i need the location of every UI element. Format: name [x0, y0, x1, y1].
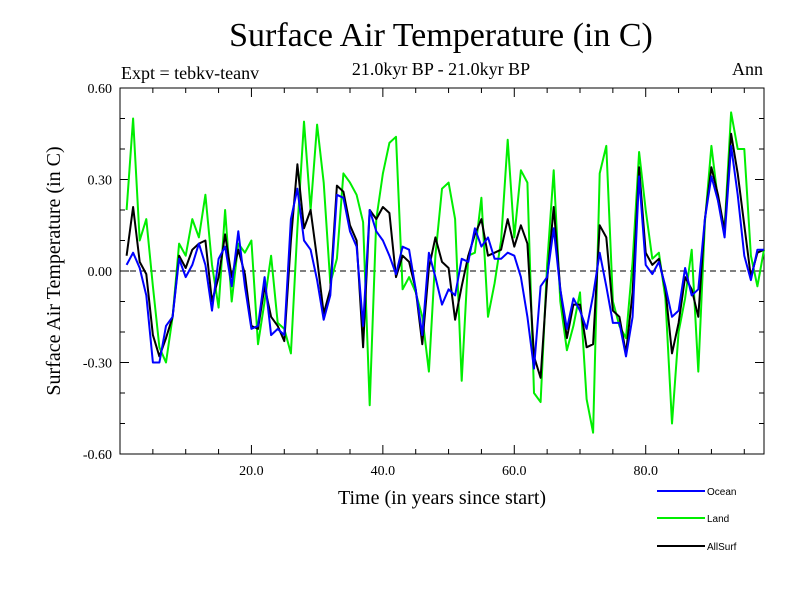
experiment-label: Expt = tebkv-teanv [121, 63, 259, 83]
x-tick-label: 20.0 [239, 464, 264, 479]
legend-label-allsurf: AllSurf [707, 542, 737, 553]
period-label: Ann [732, 59, 763, 79]
legend-label-land: Land [707, 514, 729, 525]
x-tick-label: 40.0 [371, 464, 396, 479]
plot-area: -0.60 -0.30 0.00 0.30 0.60 20.0 40.0 60.0 80.0 [83, 82, 765, 479]
series-line-ocean [125, 144, 764, 370]
y-tick-label: 0.00 [88, 265, 113, 280]
legend-label-ocean: Ocean [707, 487, 736, 498]
y-tick-label: -0.30 [83, 357, 112, 372]
series-line-land [125, 111, 765, 434]
y-tick-label: 0.60 [88, 82, 113, 97]
chart-title: Surface Air Temperature (in C) [229, 17, 653, 54]
y-tick-label: 0.30 [88, 174, 113, 189]
x-tick-label: 80.0 [633, 464, 658, 479]
y-axis-label: Surface Air Temperature (in C) [43, 146, 65, 395]
legend: Ocean Land AllSurf [657, 487, 737, 553]
chart-subtitle: 21.0kyr BP - 21.0kyr BP [352, 59, 530, 79]
x-axis-label: Time (in years since start) [338, 487, 546, 509]
y-tick-label: -0.60 [83, 448, 112, 463]
x-tick-label: 60.0 [502, 464, 527, 479]
